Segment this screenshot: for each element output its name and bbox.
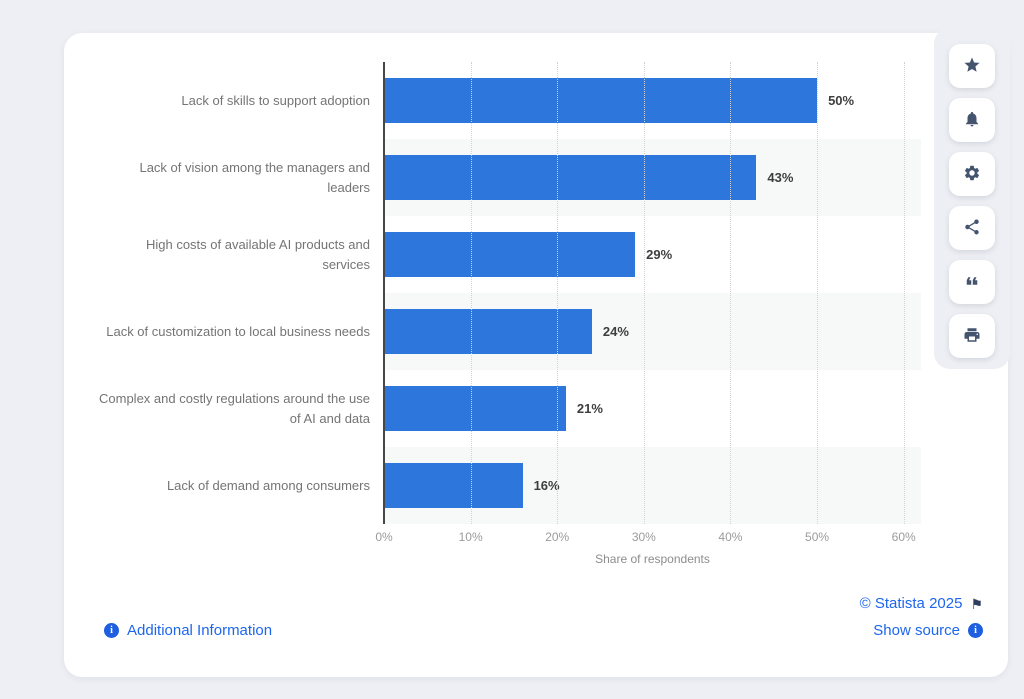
x-tick: 10%: [458, 530, 483, 544]
x-tick: 20%: [545, 530, 570, 544]
show-source-link[interactable]: Show source: [873, 622, 983, 639]
info-icon: [104, 623, 119, 638]
bar: [384, 309, 592, 354]
chart-row: Lack of vision among the managers and le…: [96, 139, 921, 216]
plot-cell: 29%: [384, 216, 921, 293]
card-footer: Additional Information © Statista 2025 S…: [104, 595, 983, 639]
flag-icon: [970, 597, 983, 611]
share-icon: [963, 218, 981, 239]
show-source-label: Show source: [873, 622, 960, 639]
cite-button[interactable]: [949, 260, 995, 304]
additional-information-label: Additional Information: [127, 622, 273, 639]
x-tick: 60%: [891, 530, 916, 544]
category-label: Lack of skills to support adoption: [181, 92, 370, 108]
chart-row: High costs of available AI products and …: [96, 216, 921, 293]
x-axis-ticks: 0% 10% 20% 30% 40% 50% 60%: [375, 530, 921, 546]
chart-row: Lack of customization to local business …: [96, 293, 921, 370]
category-label: High costs of available AI products and …: [145, 237, 370, 272]
print-button[interactable]: [949, 314, 995, 358]
bar: [384, 232, 636, 277]
chart-row: Complex and costly regulations around th…: [96, 370, 921, 447]
plot-cell: 50%: [384, 62, 921, 139]
bell-icon: [963, 110, 981, 131]
category-label: Lack of demand among consumers: [166, 477, 370, 493]
value-label: 16%: [533, 478, 560, 493]
printer-icon: [963, 326, 981, 347]
value-label: 43%: [767, 170, 794, 185]
bar: [384, 463, 523, 508]
chart-toolbar: [934, 28, 1010, 369]
value-label: 50%: [828, 93, 855, 108]
favorite-button[interactable]: [949, 44, 995, 88]
plot-cell: 21%: [384, 370, 921, 447]
info-icon: [968, 623, 983, 638]
bar: [384, 386, 566, 431]
value-label: 21%: [576, 401, 603, 416]
copyright-label: © Statista 2025: [859, 595, 963, 612]
x-tick: 0%: [375, 530, 393, 544]
x-axis-title: Share of respondents: [595, 552, 710, 566]
x-tick: 40%: [718, 530, 743, 544]
source-links: © Statista 2025 Show source: [860, 595, 983, 639]
statista-copyright-link[interactable]: © Statista 2025: [860, 595, 983, 612]
bar: [384, 155, 757, 200]
value-label: 29%: [646, 247, 673, 262]
chart-rows: Lack of skills to support adoption 50% L…: [96, 62, 921, 524]
chart-card: Lack of skills to support adoption 50% L…: [64, 33, 1008, 677]
chart-row: Lack of demand among consumers 16%: [96, 447, 921, 524]
chart-row: Lack of skills to support adoption 50%: [96, 62, 921, 139]
plot-cell: 43%: [384, 139, 921, 216]
plot-cell: 24%: [384, 293, 921, 370]
category-label: Lack of customization to local business …: [106, 323, 370, 339]
gear-icon: [963, 164, 981, 185]
additional-information-link[interactable]: Additional Information: [104, 622, 272, 639]
plot-cell: 16%: [384, 447, 921, 524]
x-tick: 30%: [631, 530, 656, 544]
category-label: Complex and costly regulations around th…: [99, 391, 370, 426]
star-icon: [963, 56, 981, 77]
notifications-button[interactable]: [949, 98, 995, 142]
bar: [384, 78, 818, 123]
bar-chart: Lack of skills to support adoption 50% L…: [96, 62, 921, 566]
value-label: 24%: [602, 324, 629, 339]
category-label: Lack of vision among the managers and le…: [139, 160, 370, 195]
x-tick: 50%: [805, 530, 830, 544]
share-button[interactable]: [949, 206, 995, 250]
quote-icon: [963, 272, 981, 293]
settings-button[interactable]: [949, 152, 995, 196]
